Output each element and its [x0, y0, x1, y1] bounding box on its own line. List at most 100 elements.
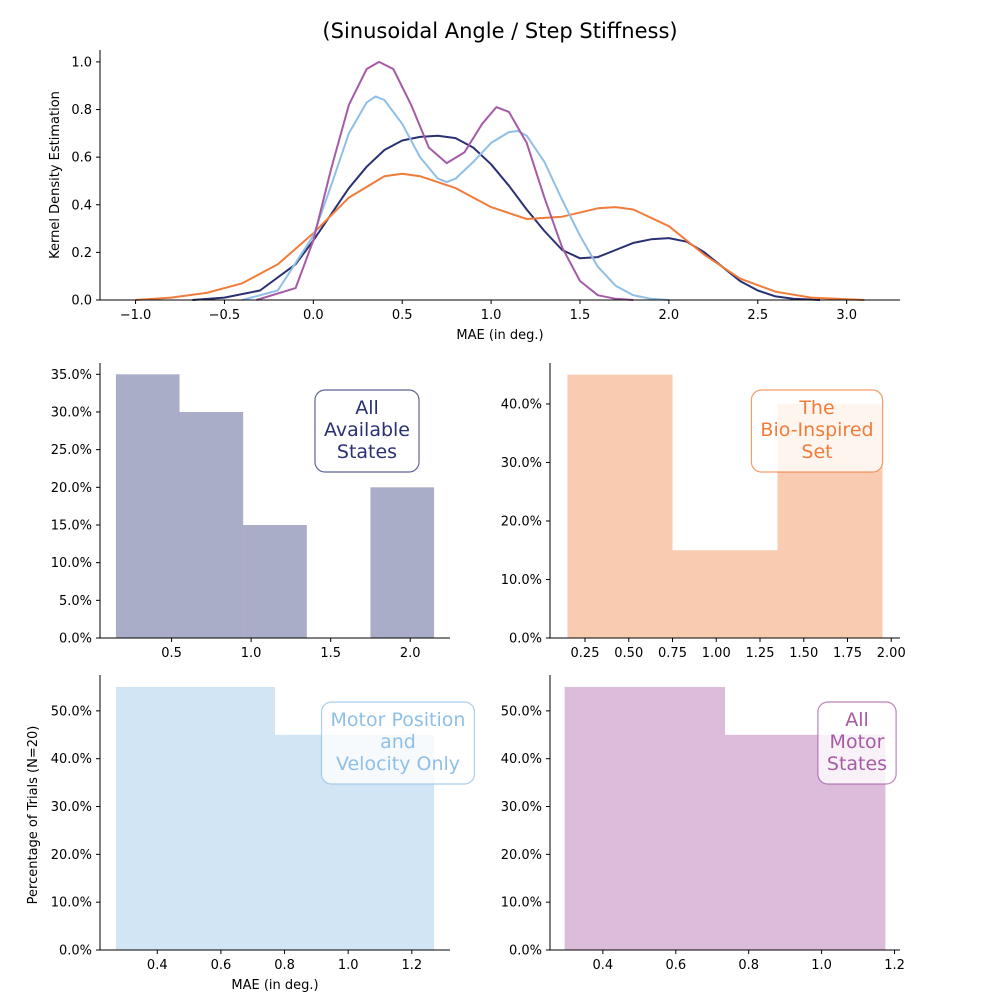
hist-1-y-tick-label: 10.0% [51, 556, 92, 571]
hist-3-label-line: Velocity Only [336, 753, 460, 775]
kde-y-tick-label: 0.4 [71, 198, 92, 213]
hist-4-panel: 0.4 0.6 0.8 1.0 1.2 0.0% 10.0% 20.0% 30.0% 40.0% 5… [501, 675, 905, 973]
hist-3-y-tick-label: 50.0% [51, 704, 92, 719]
hist-1-y-tick-label: 15.0% [51, 518, 92, 533]
hist-4-label-line: Motor [830, 731, 885, 753]
hist-1-bar-2 [179, 411, 244, 638]
kde-x-tick-label: 2.5 [747, 308, 768, 323]
hist-2-y-tick-label: 20.0% [501, 514, 542, 529]
hist-2-label-line: The [798, 397, 834, 419]
hist-2-y-tick-label: 30.0% [501, 456, 542, 471]
hist-2-y-tick-label: 0.0% [509, 632, 542, 647]
hist-1-bar-3 [243, 524, 307, 638]
kde-x-tick-label: 3.0 [836, 308, 857, 323]
kde-y-tick-label: 0.0 [71, 294, 92, 309]
hist-2-x-tick-label: 1.50 [789, 646, 818, 661]
hist-4-bar-1 [564, 686, 725, 950]
hist-1-y-tick-label: 5.0% [59, 594, 92, 609]
hist-1-label-line: All [355, 397, 379, 419]
hist-1-label-box-frame [314, 389, 420, 473]
kde-x-tick-label: 2.0 [659, 308, 680, 323]
kde-line-3 [241, 95, 669, 301]
hist-2-x-tick-label: 2.00 [877, 646, 906, 661]
hist-2-x-tick-label: 0.25 [571, 646, 600, 661]
hist-3-bar-1 [115, 686, 275, 950]
kde-line-4 [256, 60, 634, 301]
kde-x-tick-label: 0.0 [303, 308, 324, 323]
hist-2-x-tick-label: 0.75 [658, 646, 687, 661]
hist-3-x-tick-label: 0.8 [274, 958, 295, 973]
hist-3-label-line: Motor Position [331, 709, 466, 731]
hist-4-label-box-frame [817, 701, 897, 785]
hist-1-label-line: States [337, 441, 397, 463]
kde-x-tick-label: −0.5 [209, 308, 241, 323]
hist-1-bar-5 [370, 487, 435, 638]
hist-3-x-tick-label: 1.2 [401, 958, 422, 973]
hist-1-x-tick-label: 2.0 [400, 646, 421, 661]
figure-title: (Sinusoidal Angle / Step Stiffness) [322, 19, 677, 43]
hist-4-y-tick-label: 10.0% [501, 896, 542, 911]
hist-2-y-tick-label: 10.0% [501, 573, 542, 588]
kde-x-tick-label: 1.5 [570, 308, 591, 323]
hist-1-y-tick-label: 25.0% [51, 443, 92, 458]
hist-4-y-tick-label: 30.0% [501, 800, 542, 815]
kde-x-tick-label: 0.5 [392, 308, 413, 323]
kde-y-tick-label: 0.6 [71, 151, 92, 166]
hist-4-x-tick-label: 0.4 [593, 958, 614, 973]
shared-y-axis-label: Percentage of Trials (N=20) [26, 726, 41, 905]
hist-2-x-tick-label: 1.25 [746, 646, 775, 661]
hist-3-label-line: and [380, 731, 416, 753]
kde-x-axis-label: MAE (in deg.) [456, 328, 543, 343]
hist-3-y-tick-label: 0.0% [59, 944, 92, 959]
kde-x-tick-label: 1.0 [481, 308, 502, 323]
hist-3-y-tick-label: 30.0% [51, 800, 92, 815]
hist-1-x-tick-label: 1.0 [241, 646, 262, 661]
hist-4-y-tick-label: 0.0% [509, 944, 542, 959]
hist-3-panel: 0.4 0.6 0.8 1.0 1.2 0.0% 10.0% 20.0% 30.0% 40.0% 5… [51, 675, 476, 993]
hist-3-x-tick-label: 0.6 [211, 958, 232, 973]
hist-1-y-tick-label: 20.0% [51, 481, 92, 496]
hist-4-x-tick-label: 1.2 [884, 958, 905, 973]
hist-1-y-tick-label: 35.0% [51, 368, 92, 383]
hist-1-y-tick-label: 30.0% [51, 405, 92, 420]
hist-4-label-line: All [845, 709, 869, 731]
hist-4-y-tick-label: 40.0% [501, 752, 542, 767]
hist-3-y-tick-label: 20.0% [51, 848, 92, 863]
hist-1-x-tick-label: 0.5 [161, 646, 182, 661]
hist-1-bar-1 [115, 374, 180, 638]
kde-y-tick-label: 1.0 [71, 55, 92, 70]
hist-1-panel: 0.5 1.0 1.5 2.0 0.0% 5.0% 10.0% 15.0% 20.0% 25.0%… [51, 363, 450, 661]
hist-2-label-line: Set [801, 441, 832, 463]
kde-y-tick-label: 0.2 [71, 246, 92, 261]
hist-4-x-tick-label: 1.0 [811, 958, 832, 973]
hist-2-x-tick-label: 1.75 [833, 646, 862, 661]
hist-3-y-tick-label: 40.0% [51, 752, 92, 767]
hist-3-x-tick-label: 0.4 [147, 958, 168, 973]
hist-2-panel: 0.25 0.50 0.75 1.00 1.25 1.50 1.75 2.00 0.0% 10.0… [501, 363, 906, 661]
hist-3-x-tick-label: 1.0 [338, 958, 359, 973]
hist-4-x-tick-label: 0.8 [738, 958, 759, 973]
hist-1-y-tick-label: 0.0% [59, 632, 92, 647]
kde-line-2 [135, 172, 865, 301]
hist-2-label-box-frame [750, 389, 884, 473]
hist-4-y-tick-label: 50.0% [501, 704, 542, 719]
kde-panel: −1.0 −0.5 0.0 0.5 1.0 1.5 2.0 2.5 3.0 0.0 0.2 0.4 0.… [48, 50, 900, 343]
hist-4-label-line: States [827, 753, 887, 775]
hist-3-y-tick-label: 10.0% [51, 896, 92, 911]
hist-2-x-tick-label: 0.50 [614, 646, 643, 661]
hist-2-bar-2 [672, 550, 778, 638]
hist-1-x-tick-label: 1.5 [320, 646, 341, 661]
hist-3-label-box-frame [320, 701, 476, 785]
kde-y-axis-label: Kernel Density Estimation [48, 91, 63, 259]
hist-2-y-tick-label: 40.0% [501, 397, 542, 412]
hist-4-y-tick-label: 20.0% [501, 848, 542, 863]
kde-x-tick-label: −1.0 [120, 308, 152, 323]
kde-y-tick-label: 0.8 [71, 103, 92, 118]
hist-2-x-tick-label: 1.00 [702, 646, 731, 661]
hist-1-label-line: Available [324, 419, 410, 441]
